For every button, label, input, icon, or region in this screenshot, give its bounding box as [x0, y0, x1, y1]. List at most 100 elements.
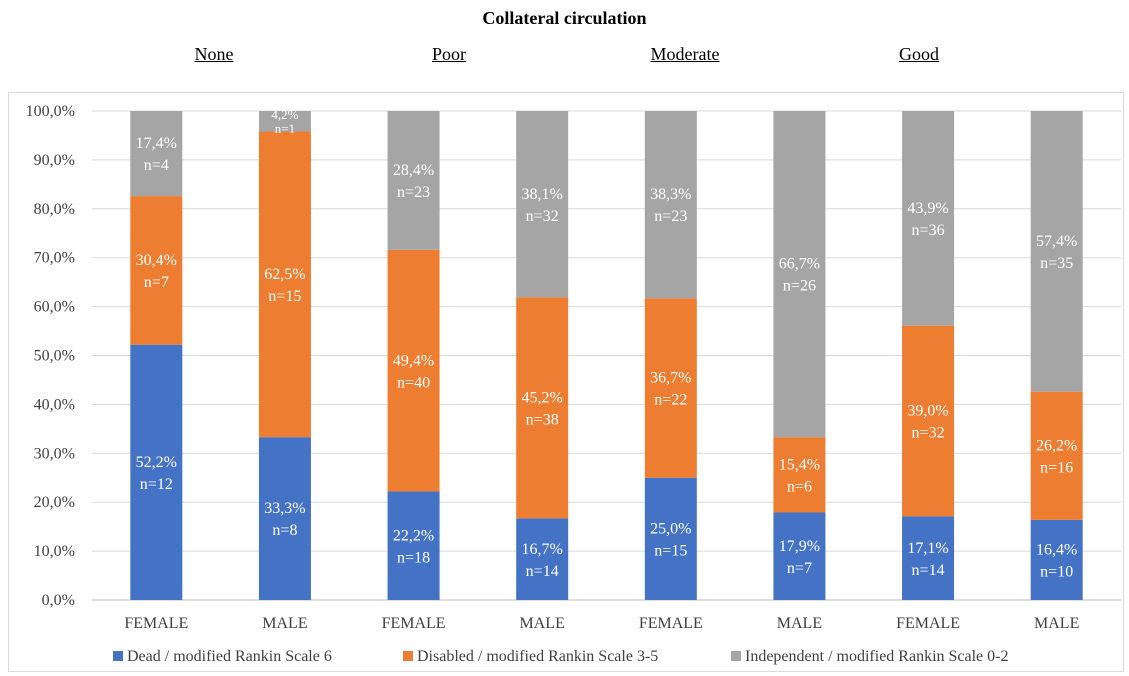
legend-label: Independent / modified Rankin Scale 0-2	[745, 648, 1008, 665]
x-tick-label: FEMALE	[124, 615, 188, 632]
n-label: n=10	[1040, 564, 1073, 581]
legend-swatch	[403, 651, 413, 661]
n-label: n=22	[654, 392, 687, 409]
y-tick-label: 100,0%	[26, 103, 75, 120]
data-label: 39,0%	[907, 403, 948, 420]
y-tick-label: 80,0%	[34, 201, 75, 218]
bar-segment	[902, 325, 955, 517]
bar-segment	[516, 111, 569, 298]
n-label: n=12	[140, 476, 173, 493]
data-label: 15,4%	[779, 456, 820, 473]
data-label: 43,9%	[907, 200, 948, 217]
y-tick-label: 30,0%	[34, 445, 75, 462]
data-label: 17,1%	[907, 540, 948, 557]
n-label: n=15	[654, 542, 687, 559]
n-label: n=36	[912, 222, 945, 239]
y-tick-label: 90,0%	[34, 152, 75, 169]
bar-segment	[258, 437, 311, 600]
bar-segment	[1030, 111, 1083, 392]
n-label: n=32	[526, 208, 559, 225]
data-label: 36,7%	[650, 370, 691, 387]
data-label: 38,3%	[650, 186, 691, 203]
data-label: 16,4%	[1036, 542, 1077, 559]
y-tick-label: 50,0%	[34, 348, 75, 365]
n-label: n=7	[787, 560, 812, 577]
y-tick-label: 0,0%	[42, 592, 75, 609]
y-tick-label: 40,0%	[34, 396, 75, 413]
bar-segment	[387, 111, 440, 250]
legend-swatch	[113, 651, 123, 661]
bar-segment	[1030, 519, 1083, 600]
y-tick-label: 70,0%	[34, 250, 75, 267]
n-label: n=15	[268, 288, 301, 305]
x-tick-label: MALE	[777, 615, 822, 632]
group-label-moderate: Moderate	[650, 44, 720, 64]
n-label: n=35	[1040, 255, 1073, 272]
x-tick-label: MALE	[520, 615, 565, 632]
x-tick-label: FEMALE	[896, 615, 960, 632]
data-label: 38,1%	[522, 186, 563, 203]
bar-segment	[130, 111, 183, 197]
bar-segment	[644, 298, 697, 478]
y-tick-label: 60,0%	[34, 299, 75, 316]
data-label: 16,7%	[522, 541, 563, 558]
data-label: 62,5%	[264, 266, 305, 283]
bar-segment	[130, 196, 183, 345]
bar-segment	[1030, 391, 1083, 520]
legend-swatch	[731, 651, 741, 661]
n-label: n=14	[912, 562, 945, 579]
group-label-none: None	[194, 44, 234, 64]
n-label: n=32	[912, 425, 945, 442]
n-label: n=23	[654, 208, 687, 225]
group-label-good: Good	[899, 44, 939, 64]
x-tick-label: FEMALE	[382, 615, 446, 632]
bar-segment	[773, 512, 826, 600]
bar-segment	[773, 437, 826, 513]
bar-segment	[516, 518, 569, 600]
n-label: n=6	[787, 478, 812, 495]
n-label: n=1	[275, 121, 295, 136]
data-label: 52,2%	[136, 454, 177, 471]
bar-segment	[516, 297, 569, 519]
n-label: n=40	[397, 374, 430, 391]
n-label: n=14	[526, 563, 559, 580]
bar-segment	[902, 516, 955, 600]
data-label: 33,3%	[264, 500, 305, 517]
y-tick-label: 10,0%	[34, 543, 75, 560]
n-label: n=23	[397, 184, 430, 201]
data-label: 45,2%	[522, 389, 563, 406]
bar-segment	[773, 111, 826, 438]
data-label: 25,0%	[650, 520, 691, 537]
chart-frame	[8, 92, 1124, 672]
n-label: n=18	[397, 549, 430, 566]
data-label: 17,9%	[779, 538, 820, 555]
chart-title: Collateral circulation	[482, 8, 647, 28]
data-label: 17,4%	[136, 135, 177, 152]
data-label: 26,2%	[1036, 437, 1077, 454]
bar-segment	[130, 344, 183, 600]
x-tick-label: MALE	[1034, 615, 1079, 632]
data-label: 28,4%	[393, 162, 434, 179]
legend-label: Disabled / modified Rankin Scale 3-5	[417, 648, 658, 665]
data-label: 4,2%	[271, 107, 298, 122]
data-label: 57,4%	[1036, 233, 1077, 250]
bar-segment	[387, 491, 440, 600]
group-label-poor: Poor	[431, 44, 467, 64]
n-label: n=8	[272, 522, 297, 539]
y-tick-label: 20,0%	[34, 494, 75, 511]
bar-segment	[644, 477, 697, 600]
n-label: n=4	[144, 157, 169, 174]
bar-segment	[258, 131, 311, 438]
data-label: 49,4%	[393, 352, 434, 369]
x-tick-label: MALE	[262, 615, 307, 632]
n-label: n=7	[144, 274, 169, 291]
n-label: n=38	[526, 411, 559, 428]
n-label: n=16	[1040, 459, 1073, 476]
bar-segment	[902, 111, 955, 326]
bar-segment	[387, 249, 440, 492]
n-label: n=26	[783, 278, 816, 295]
data-label: 30,4%	[136, 252, 177, 269]
bar-segment	[258, 111, 311, 132]
bar-segment	[644, 111, 697, 299]
